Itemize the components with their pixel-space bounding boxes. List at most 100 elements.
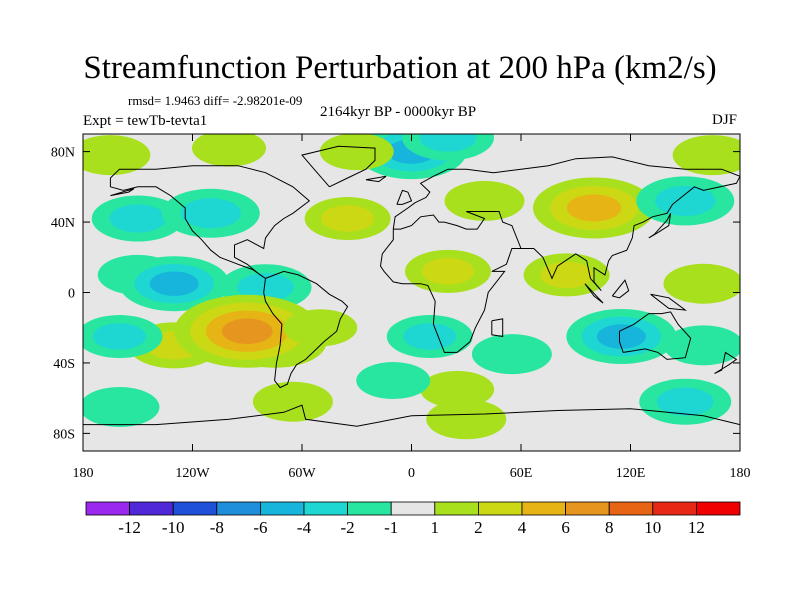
- lat-tick-label: 80N: [51, 146, 75, 161]
- contour-band: [566, 194, 622, 222]
- colorbar-swatch: [696, 501, 741, 516]
- contour-feature: [405, 249, 491, 293]
- coastline: [648, 213, 672, 239]
- lon-tick-label: 180: [730, 466, 751, 481]
- contour-band: [237, 273, 294, 302]
- lat-tick-label: 40N: [51, 216, 75, 231]
- lon-tick-label: 180: [73, 466, 94, 481]
- contour-feature: [83, 315, 163, 359]
- colorbar-swatch: [129, 501, 174, 516]
- contour-feature: [283, 309, 358, 347]
- colorbar-swatch: [347, 501, 392, 516]
- contour-feature: [192, 134, 266, 167]
- colorbar-swatch: [521, 501, 566, 516]
- coastline: [301, 145, 376, 188]
- contour-feature: [119, 256, 230, 312]
- contour-field: [83, 134, 740, 451]
- colorbar-swatch: [652, 501, 697, 516]
- contour-band: [321, 205, 375, 232]
- contour-band: [656, 387, 714, 416]
- contour-band: [420, 370, 495, 408]
- contour-band: [471, 334, 552, 375]
- colorbar-label: 6: [561, 518, 570, 537]
- contour-band: [421, 258, 475, 285]
- coastline: [379, 211, 522, 353]
- coastline: [110, 188, 135, 197]
- contour-feature: [426, 399, 507, 440]
- colorbar-swatch: [390, 501, 436, 516]
- colorbar-label: 2: [474, 518, 483, 537]
- contour-band: [93, 323, 146, 350]
- contour-feature: [471, 334, 552, 375]
- contour-band: [663, 325, 740, 366]
- contour-band: [540, 261, 594, 289]
- contour-band: [83, 386, 160, 427]
- lon-tick-label: 120E: [616, 466, 646, 481]
- colorbar-label: -10: [162, 518, 185, 537]
- colorbar-swatch: [216, 501, 261, 516]
- colorbar-swatch: [434, 501, 479, 516]
- coastline: [611, 279, 630, 299]
- lon-tick-label: 0: [408, 466, 415, 481]
- chart-title: Streamfunction Perturbation at 200 hPa (…: [83, 50, 717, 86]
- contour-band: [319, 134, 394, 171]
- colorbar-label: 10: [644, 518, 661, 537]
- coastline: [263, 270, 349, 389]
- contour-band: [426, 399, 507, 440]
- contour-feature: [386, 315, 473, 359]
- contour-feature: [672, 135, 740, 176]
- contour-feature: [663, 263, 740, 304]
- contour-feature: [304, 197, 391, 241]
- contour-band: [403, 323, 457, 350]
- colorbar-swatch: [303, 501, 348, 516]
- coastline: [396, 189, 413, 205]
- colorbar-label: 4: [518, 518, 527, 537]
- contour-feature: [444, 180, 525, 221]
- contour-band: [109, 204, 167, 233]
- colorbar-label: 1: [431, 518, 440, 537]
- colorbar-swatch: [259, 501, 305, 516]
- season-label: DJF: [712, 112, 738, 128]
- coastline: [365, 175, 387, 183]
- contour-feature: [252, 381, 333, 422]
- contour-band: [655, 185, 716, 216]
- contour-feature: [319, 134, 394, 171]
- contour-band: [192, 134, 266, 167]
- contour-feature: [523, 253, 610, 297]
- contour-band: [283, 309, 358, 347]
- rmsd-stats: rmsd= 1.9463 diff= -2.98201e-09: [128, 93, 303, 108]
- colorbar-swatch: [85, 501, 130, 516]
- contour-feature: [533, 177, 655, 239]
- coastline: [619, 311, 692, 360]
- contour-feature: [402, 134, 494, 161]
- contour-band: [180, 198, 241, 229]
- contour-feature: [420, 370, 495, 408]
- axis-ticks: 180 120W 60W 0 60E 120E 180 80N 40N 0 40S 80S: [51, 134, 751, 481]
- lon-tick-label: 120W: [175, 466, 210, 481]
- colorbar-swatch: [565, 501, 610, 516]
- contour-band: [444, 180, 525, 221]
- colorbar: -12 -10 -8 -6 -4 -2 -1 1 2 4 6 8 10 12: [85, 501, 741, 537]
- colorbar-label: -6: [253, 518, 267, 537]
- experiment-label: Expt = tewTb-tevta1: [83, 113, 208, 129]
- contour-feature: [161, 188, 260, 238]
- colorbar-label: 8: [605, 518, 614, 537]
- colorbar-swatch: [172, 501, 218, 516]
- contour-feature: [566, 309, 677, 365]
- contour-feature: [356, 362, 431, 400]
- colorbar-label: -2: [341, 518, 355, 537]
- contour-band: [663, 263, 740, 304]
- time-period-label: 2164kyr BP - 0000kyr BP: [320, 104, 477, 120]
- contour-band: [252, 381, 333, 422]
- lon-tick-label: 60W: [288, 466, 316, 481]
- coastline: [109, 165, 311, 279]
- contour-band: [672, 135, 740, 176]
- coastline: [83, 404, 740, 427]
- coastline: [392, 156, 740, 292]
- colorbar-swatch: [608, 501, 654, 516]
- contour-feature: [83, 135, 151, 176]
- lat-tick-label: 40S: [53, 357, 75, 372]
- lat-tick-label: 0: [68, 287, 75, 302]
- contour-band: [149, 271, 199, 296]
